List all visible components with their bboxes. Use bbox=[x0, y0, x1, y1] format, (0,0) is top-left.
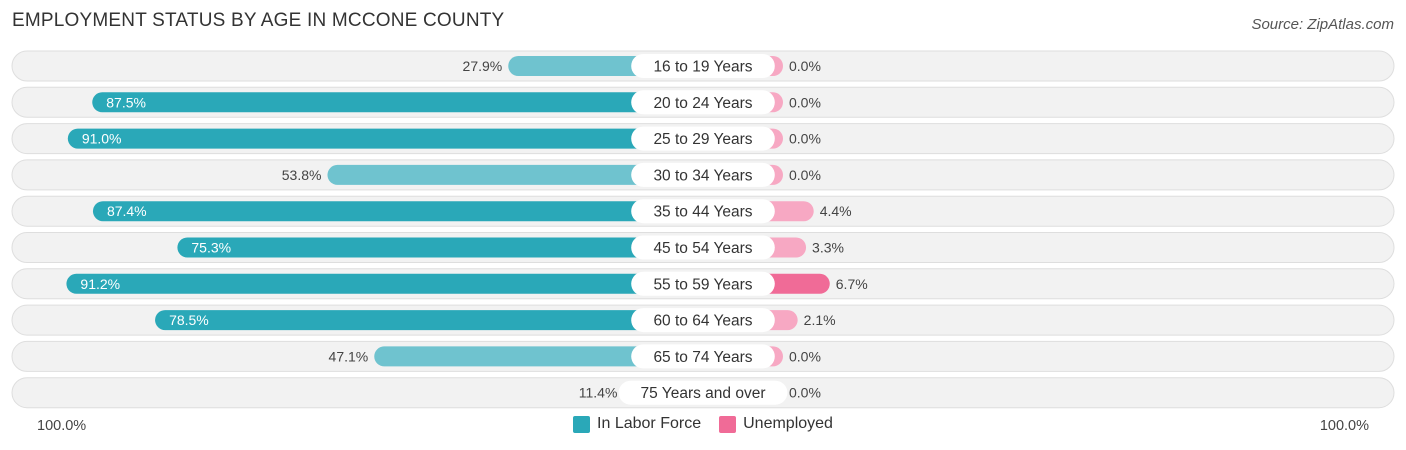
legend-swatch-unemployed bbox=[719, 415, 737, 433]
axis-right-label: 100.0% bbox=[1319, 418, 1369, 434]
bar-labor-force bbox=[155, 310, 703, 331]
bar-labor-force bbox=[92, 92, 703, 113]
legend-item-unemployed: Unemployed bbox=[719, 415, 833, 433]
legend-label-labor-force: In Labor Force bbox=[597, 415, 702, 432]
bar-labor-force bbox=[66, 273, 703, 294]
value-label-unemployed: 0.0% bbox=[789, 167, 821, 183]
category-label: 30 to 34 Years bbox=[653, 167, 752, 184]
value-label-labor-force: 91.0% bbox=[82, 131, 122, 147]
value-label-unemployed: 4.4% bbox=[820, 203, 852, 219]
value-label-labor-force: 75.3% bbox=[191, 240, 231, 256]
value-label-unemployed: 0.0% bbox=[789, 348, 821, 364]
category-pill bbox=[618, 380, 788, 405]
bar-labor-force bbox=[327, 164, 703, 185]
bar-labor-force bbox=[67, 128, 703, 149]
legend: In Labor Force Unemployed bbox=[0, 415, 1406, 433]
category-label: 16 to 19 Years bbox=[653, 59, 752, 76]
value-label-labor-force: 27.9% bbox=[463, 58, 503, 74]
axis-left-label: 100.0% bbox=[37, 418, 87, 434]
category-label: 60 to 64 Years bbox=[653, 313, 752, 330]
bar-labor-force bbox=[177, 237, 703, 258]
value-label-labor-force: 53.8% bbox=[282, 167, 322, 183]
value-label-unemployed: 2.1% bbox=[804, 312, 836, 328]
value-label-labor-force: 47.1% bbox=[329, 348, 369, 364]
category-pill bbox=[631, 271, 775, 296]
category-label: 45 to 54 Years bbox=[653, 240, 752, 257]
category-pill bbox=[631, 126, 775, 151]
legend-swatch-labor-force bbox=[573, 415, 591, 433]
value-label-unemployed: 0.0% bbox=[789, 94, 821, 110]
value-label-labor-force: 87.4% bbox=[107, 203, 147, 219]
category-label: 35 to 44 Years bbox=[653, 204, 752, 221]
chart-area: 27.9% 0.0% 16 to 19 Years 87.5% 0.0% 20 to 24… bbox=[11, 50, 1395, 409]
category-label: 65 to 74 Years bbox=[653, 349, 752, 366]
chart-title: EMPLOYMENT STATUS BY AGE IN MCCONE COUNT… bbox=[12, 10, 505, 31]
value-label-labor-force: 91.2% bbox=[80, 276, 120, 292]
category-pill bbox=[631, 199, 775, 224]
value-label-labor-force: 11.4% bbox=[579, 385, 618, 401]
category-pill bbox=[631, 235, 775, 260]
category-pill bbox=[631, 54, 775, 78]
bar-labor-force bbox=[92, 201, 703, 222]
legend-label-unemployed: Unemployed bbox=[743, 415, 833, 432]
bar-labor-force bbox=[374, 346, 703, 367]
source-note: Source: ZipAtlas.com bbox=[1251, 16, 1394, 33]
category-label: 25 to 29 Years bbox=[653, 131, 752, 148]
value-label-unemployed: 0.0% bbox=[789, 385, 821, 401]
category-label: 20 to 24 Years bbox=[653, 95, 752, 112]
value-label-labor-force: 78.5% bbox=[169, 312, 209, 328]
value-label-unemployed: 0.0% bbox=[789, 58, 821, 74]
category-pill bbox=[631, 344, 775, 369]
legend-item-labor-force: In Labor Force bbox=[573, 415, 701, 433]
value-label-unemployed: 6.7% bbox=[836, 276, 868, 292]
value-label-labor-force: 87.5% bbox=[106, 94, 146, 110]
category-label: 55 to 59 Years bbox=[653, 276, 752, 293]
value-label-unemployed: 0.0% bbox=[789, 131, 821, 147]
category-pill bbox=[631, 308, 775, 333]
category-label: 75 Years and over bbox=[641, 385, 766, 402]
category-pill bbox=[631, 90, 775, 115]
category-pill bbox=[631, 162, 775, 187]
value-label-unemployed: 3.3% bbox=[812, 240, 844, 256]
